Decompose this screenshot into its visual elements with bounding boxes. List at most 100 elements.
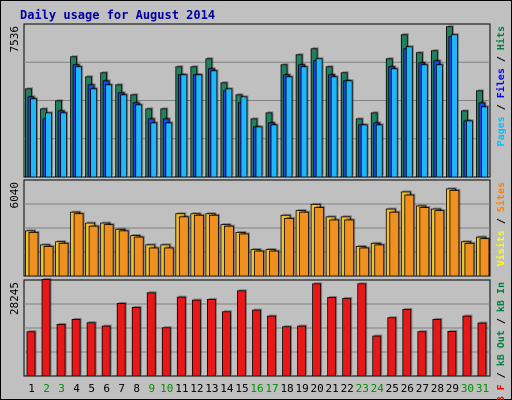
bar (479, 238, 490, 277)
bar (269, 250, 279, 277)
bar (432, 319, 442, 377)
legend-part: kB Out (496, 330, 507, 366)
bar (254, 250, 264, 277)
bar (131, 307, 141, 377)
bar (71, 319, 81, 377)
bar (404, 194, 415, 277)
bar (462, 315, 472, 377)
bar (191, 299, 201, 377)
bar (237, 290, 246, 377)
bar (345, 80, 353, 178)
x-tick-label: 3 (58, 382, 65, 395)
x-tick-label: 11 (175, 382, 188, 395)
bar (285, 76, 293, 178)
bar (270, 124, 278, 178)
bar (86, 322, 96, 377)
legend-part: Pages (496, 116, 507, 146)
bar (118, 230, 129, 277)
bar (240, 96, 248, 178)
x-tick-label: 28 (431, 382, 444, 395)
x-tick-label: 14 (220, 382, 234, 395)
bar (477, 322, 487, 377)
bar (105, 84, 113, 178)
bar (163, 247, 174, 277)
bar (58, 242, 69, 277)
bar (28, 232, 39, 277)
bar (208, 214, 219, 277)
legend-part: Visits (495, 230, 507, 266)
bar (75, 66, 82, 178)
bar (375, 124, 383, 178)
bar (222, 311, 231, 377)
bar (90, 88, 98, 178)
bar (135, 104, 143, 178)
bar (133, 236, 144, 277)
y-axis-legend: kB F / kB Out / kB In (496, 282, 507, 400)
x-tick-label: 8 (133, 382, 140, 395)
x-tick-label: 6 (103, 382, 110, 395)
series-kb-f (26, 277, 488, 377)
bar (402, 309, 412, 377)
hits-panel: 7536 Pages / Files / Hits (8, 23, 507, 178)
bar (26, 331, 36, 377)
bar (374, 244, 385, 277)
bar (103, 224, 114, 277)
x-tick-label: 20 (311, 382, 324, 395)
bar (150, 122, 158, 178)
bar (417, 331, 427, 377)
bar (315, 58, 323, 178)
y-axis-legend: Pages / Files / Hits (495, 26, 507, 146)
bar (284, 218, 294, 277)
bar (239, 233, 249, 277)
bar (146, 292, 156, 377)
legend-part: Sites (495, 182, 507, 212)
bar (176, 296, 186, 377)
legend-part: / (496, 312, 507, 330)
y-max-label: 7536 (8, 26, 21, 53)
bar (359, 247, 370, 277)
bar (357, 283, 367, 377)
bar (434, 210, 445, 277)
bar (466, 120, 473, 178)
bar (282, 326, 291, 377)
bar (195, 74, 203, 178)
x-tick-label: 4 (73, 382, 80, 395)
bar (267, 315, 276, 377)
bar (252, 309, 261, 377)
bar (314, 207, 325, 277)
bar (329, 219, 340, 277)
legend-part: / (496, 366, 507, 384)
bar (43, 246, 54, 277)
bar (344, 219, 355, 277)
bar (405, 46, 413, 178)
bar (101, 325, 111, 377)
x-tick-label: 9 (148, 382, 155, 395)
bar (447, 331, 457, 377)
x-tick-label: 2 (43, 382, 50, 395)
legend-part: / (496, 98, 507, 116)
bar (389, 211, 400, 277)
bar (210, 70, 218, 178)
x-tick-label: 25 (386, 382, 399, 395)
legend-part: / (496, 50, 507, 68)
legend-part: kB In (496, 282, 507, 312)
x-tick-label: 23 (356, 382, 369, 395)
bar (387, 317, 397, 377)
bar (435, 64, 443, 178)
legend-part: Files (495, 68, 507, 98)
bar (224, 225, 234, 277)
x-tick-label: 13 (205, 382, 218, 395)
y-max-label: 6040 (8, 182, 21, 209)
bar (206, 299, 216, 377)
chart-panels: 7536 Pages / Files / Hits 6040 Visits / Sit… (8, 23, 507, 400)
bar (180, 74, 188, 178)
bar (30, 98, 37, 178)
bar (449, 190, 460, 277)
x-tick-label: 10 (160, 382, 173, 395)
x-tick-label: 26 (401, 382, 414, 395)
legend-part: kB F (496, 384, 507, 400)
x-tick-label: 24 (371, 382, 385, 395)
x-tick-label: 31 (476, 382, 489, 395)
bar (88, 225, 99, 277)
